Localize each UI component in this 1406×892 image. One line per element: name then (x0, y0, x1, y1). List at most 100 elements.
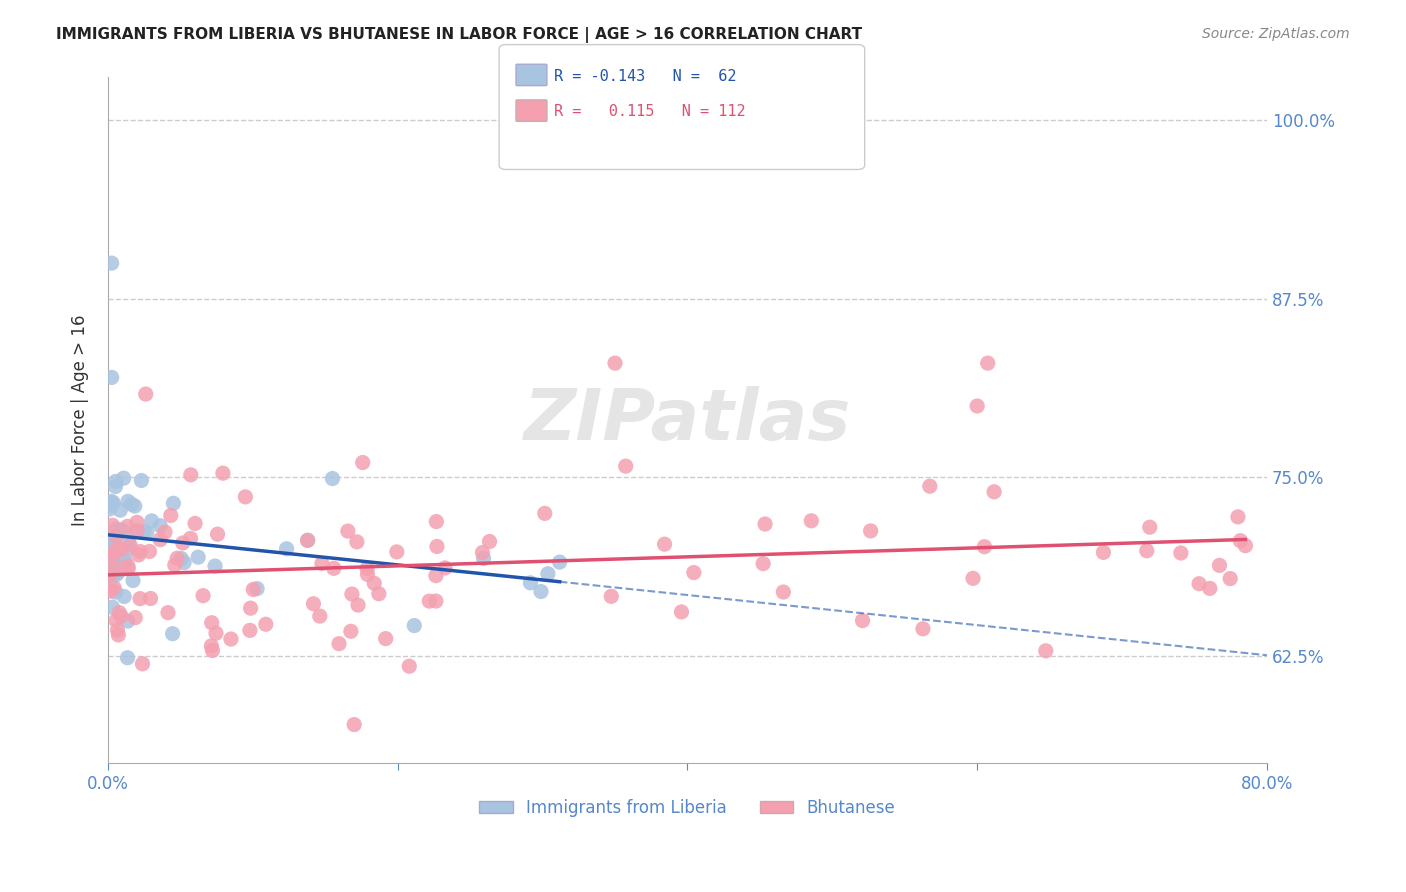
Point (98, 573, 121, 587)
Point (156, 606, 179, 620)
Point (104, 479, 127, 493)
Point (614, 459, 637, 474)
Point (276, 541, 298, 556)
Point (340, 587, 363, 601)
Point (98, 533, 121, 548)
Point (239, 624, 262, 638)
Point (180, 467, 202, 482)
Point (117, 519, 139, 533)
Point (100, 498, 122, 512)
Point (112, 590, 135, 604)
Text: ZIPatlas: ZIPatlas (524, 385, 851, 455)
Point (754, 516, 776, 531)
Point (107, 623, 129, 637)
Point (911, 622, 934, 636)
Point (125, 516, 148, 530)
Point (101, 600, 124, 615)
Point (311, 557, 333, 571)
Point (104, 585, 127, 599)
Point (128, 548, 150, 562)
Point (111, 524, 134, 538)
Legend: Immigrants from Liberia, Bhutanese: Immigrants from Liberia, Bhutanese (472, 792, 903, 823)
Point (153, 524, 176, 539)
Point (851, 614, 873, 628)
Text: Source: ZipAtlas.com: Source: ZipAtlas.com (1202, 27, 1350, 41)
Point (107, 628, 129, 642)
Point (346, 534, 368, 549)
Point (219, 632, 242, 646)
Point (772, 585, 794, 599)
Point (385, 545, 408, 559)
Point (519, 575, 541, 590)
Point (101, 518, 124, 533)
Point (103, 581, 125, 595)
Point (859, 524, 882, 538)
Point (135, 387, 157, 401)
Point (104, 522, 127, 536)
Point (105, 567, 128, 582)
Point (1229, 533, 1251, 548)
Point (1198, 582, 1220, 596)
Point (120, 538, 142, 552)
Point (200, 639, 222, 653)
Point (141, 514, 163, 528)
Point (1219, 572, 1241, 586)
Point (135, 525, 157, 540)
Point (125, 524, 148, 539)
Point (101, 496, 124, 510)
Point (110, 523, 132, 537)
Point (98, 566, 121, 581)
Point (977, 356, 1000, 370)
Point (1092, 545, 1115, 559)
Point (322, 561, 344, 575)
Point (356, 567, 378, 582)
Point (973, 540, 995, 554)
Point (308, 609, 330, 624)
Point (367, 587, 389, 601)
Point (108, 606, 131, 620)
Text: R =   0.115   N = 112: R = 0.115 N = 112 (554, 104, 745, 120)
Point (187, 550, 209, 565)
Point (101, 545, 124, 559)
Point (124, 610, 146, 624)
Point (100, 584, 122, 599)
Point (302, 597, 325, 611)
Point (117, 534, 139, 549)
Point (104, 475, 127, 489)
Point (1208, 558, 1230, 573)
Point (347, 598, 370, 612)
Point (983, 484, 1005, 499)
Point (98, 502, 121, 516)
Point (603, 356, 626, 370)
Point (321, 471, 343, 485)
Point (117, 650, 139, 665)
Point (533, 507, 555, 521)
Point (112, 552, 135, 566)
Point (117, 562, 139, 576)
Point (404, 618, 426, 632)
Point (800, 514, 823, 528)
Point (434, 561, 457, 575)
Point (530, 584, 553, 599)
Point (139, 591, 162, 606)
Point (124, 499, 146, 513)
Y-axis label: In Labor Force | Age > 16: In Labor Force | Age > 16 (72, 315, 89, 526)
Point (101, 558, 124, 572)
Point (398, 659, 420, 673)
Point (418, 594, 440, 608)
Point (117, 494, 139, 508)
Point (184, 516, 207, 531)
Point (159, 508, 181, 523)
Point (166, 551, 188, 566)
Point (425, 594, 447, 608)
Point (207, 527, 229, 541)
Point (132, 524, 155, 539)
Point (297, 533, 319, 548)
Point (340, 624, 363, 639)
Point (201, 615, 224, 630)
Point (425, 515, 447, 529)
Point (170, 551, 193, 566)
Point (107, 558, 129, 572)
Point (297, 533, 319, 548)
Point (107, 566, 129, 580)
